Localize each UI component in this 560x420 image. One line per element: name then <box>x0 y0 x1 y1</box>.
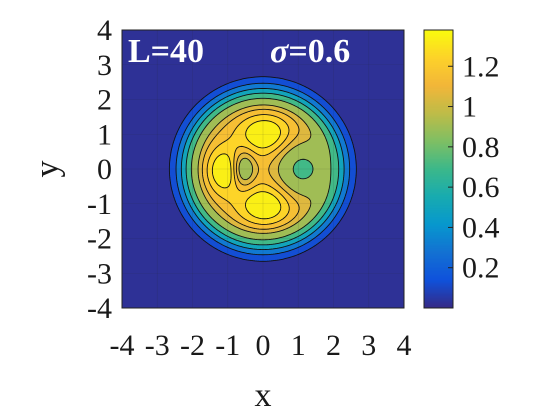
colorbar-tick-label: 0.4 <box>462 211 500 244</box>
contour-plot-area <box>121 29 405 309</box>
annotation-L: L=40 <box>128 33 204 70</box>
y-tick-label: 4 <box>97 14 112 47</box>
colorbar-frame <box>423 29 454 309</box>
x-axis-label: x <box>255 377 272 414</box>
parameter-annotation: L=40 σ=0.6 <box>128 33 350 70</box>
x-tick-labels: -4 -3 -2 -1 0 1 2 3 4 <box>110 329 412 362</box>
plot-frame <box>121 29 405 309</box>
colorbar-tick-label: 1 <box>462 91 477 124</box>
y-tick-label: 0 <box>97 153 112 186</box>
x-tick-label: 4 <box>397 329 412 362</box>
colorbar: 0.2 0.4 0.6 0.8 1 1.2 <box>423 29 500 309</box>
x-tick-label: -4 <box>110 329 135 362</box>
colorbar-tick-label: 1.2 <box>462 50 500 83</box>
contour-level-7 <box>206 114 290 225</box>
x-tick-label: -1 <box>215 329 240 362</box>
annotation-sigma: σ=0.6 <box>270 33 350 70</box>
x-tick-label: 0 <box>256 329 271 362</box>
y-tick-label: 1 <box>97 118 112 151</box>
colorbar-ticks: 0.2 0.4 0.6 0.8 1 1.2 <box>448 50 500 285</box>
colorbar-tick-label: 0.6 <box>462 171 500 204</box>
contour-level-2 <box>180 88 345 250</box>
sigma-value: =0.6 <box>288 33 350 70</box>
x-tick-label: 1 <box>291 329 306 362</box>
contour-level-6 <box>201 108 300 230</box>
y-tick-label: 2 <box>97 84 112 117</box>
contour-level-5 <box>197 104 312 234</box>
x-tick-label: 2 <box>326 329 341 362</box>
x-tick-label: -2 <box>180 329 205 362</box>
y-axis-label: y <box>29 161 66 178</box>
contour-lines <box>168 76 357 262</box>
contour-level-1 <box>175 82 351 256</box>
y-tick-label: -4 <box>87 292 112 325</box>
y-tick-label: -3 <box>87 257 112 290</box>
y-tick-label: 3 <box>97 49 112 82</box>
sigma-symbol: σ <box>270 33 290 70</box>
colorbar-gradient <box>424 30 453 308</box>
heatmap-image <box>122 30 404 308</box>
y-tick-label: -2 <box>87 223 112 256</box>
x-tick-label: -3 <box>145 329 170 362</box>
contour-level-4 <box>190 97 332 241</box>
contour-level-0 <box>168 76 357 262</box>
contour-level-8 <box>211 120 282 220</box>
x-tick-label: 3 <box>361 329 376 362</box>
colorbar-tick-label: 0.8 <box>462 131 500 164</box>
contour-level-3 <box>185 92 340 246</box>
y-tick-label: -1 <box>87 188 112 221</box>
colorbar-tick-label: 0.2 <box>462 252 500 285</box>
